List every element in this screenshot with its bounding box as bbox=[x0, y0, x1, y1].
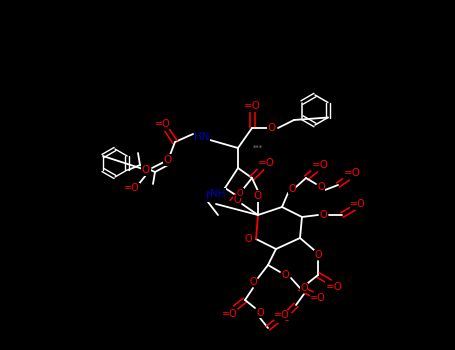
Text: O: O bbox=[244, 234, 252, 244]
Text: =O: =O bbox=[274, 310, 290, 320]
Text: O: O bbox=[268, 123, 276, 133]
Text: O: O bbox=[300, 283, 308, 293]
Text: O: O bbox=[164, 155, 172, 165]
Text: =O: =O bbox=[350, 199, 366, 209]
Text: =O: =O bbox=[344, 168, 360, 178]
Text: O: O bbox=[254, 191, 262, 201]
Text: =O: =O bbox=[124, 183, 140, 193]
Text: O: O bbox=[281, 270, 289, 280]
Text: NH: NH bbox=[210, 189, 226, 199]
Text: HN: HN bbox=[194, 132, 210, 142]
Text: =O: =O bbox=[276, 313, 292, 323]
Text: =O: =O bbox=[325, 282, 343, 292]
Text: O: O bbox=[256, 308, 264, 318]
Text: =O: =O bbox=[258, 158, 274, 168]
Text: =O: =O bbox=[222, 309, 238, 319]
Text: O: O bbox=[249, 277, 257, 287]
Text: O: O bbox=[288, 184, 296, 194]
Text: O: O bbox=[142, 165, 150, 175]
Text: O: O bbox=[314, 250, 322, 260]
Text: O: O bbox=[317, 182, 325, 192]
Text: =O: =O bbox=[312, 160, 329, 170]
Text: O: O bbox=[319, 210, 327, 220]
Text: =O: =O bbox=[243, 101, 261, 111]
Text: =O: =O bbox=[155, 119, 171, 129]
Text: O: O bbox=[233, 195, 241, 205]
Text: =O: =O bbox=[310, 293, 326, 303]
Text: O: O bbox=[237, 189, 243, 197]
Text: N: N bbox=[206, 191, 214, 201]
Text: H: H bbox=[214, 189, 222, 199]
Text: ***: *** bbox=[253, 145, 263, 151]
